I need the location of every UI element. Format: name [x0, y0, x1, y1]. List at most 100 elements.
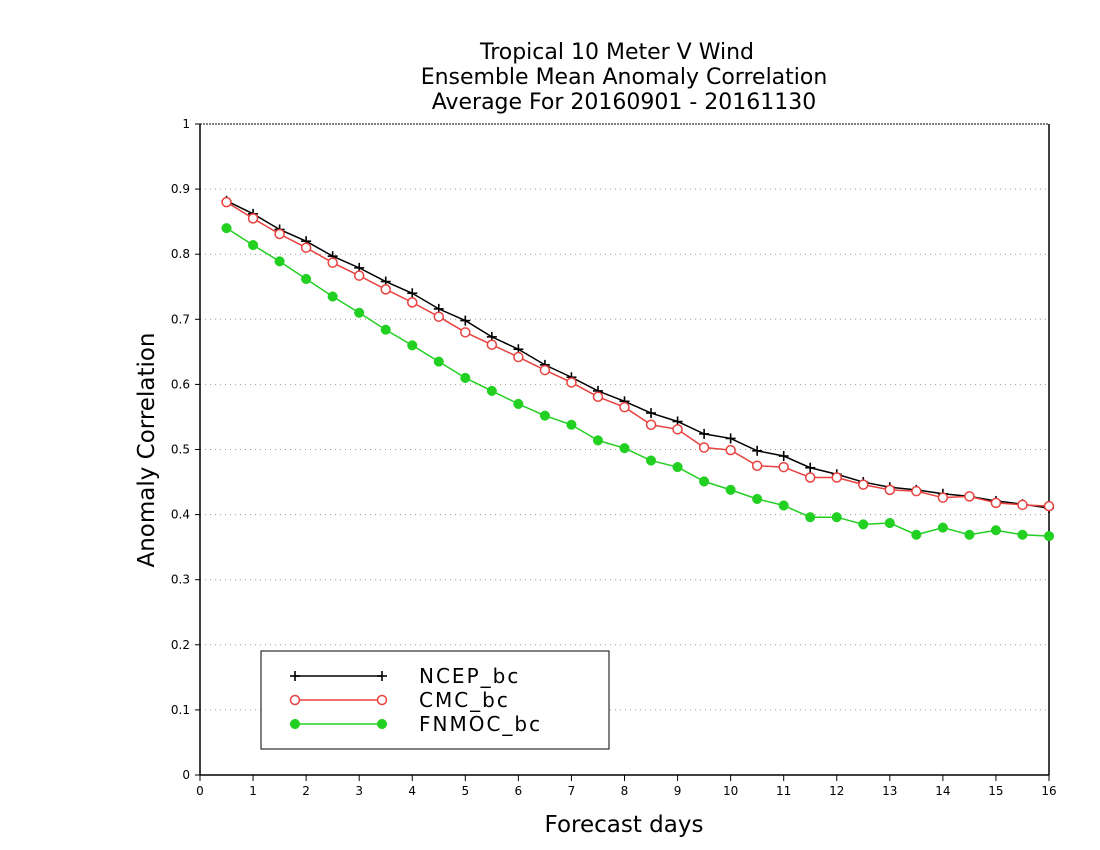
- x-tick-label: 14: [935, 784, 950, 798]
- data-point: [433, 356, 444, 367]
- data-point: [274, 256, 285, 267]
- legend-label: NCEP_bc: [419, 664, 520, 688]
- y-tick-label: 0.9: [171, 182, 190, 196]
- data-point: [353, 270, 365, 281]
- data-point: [1017, 499, 1028, 511]
- data-point: [539, 410, 550, 421]
- y-tick-label: 0.1: [171, 703, 190, 717]
- data-point: [858, 519, 869, 530]
- x-tick-label: 16: [1041, 784, 1056, 798]
- x-tick-label: 1: [249, 784, 257, 798]
- y-tick-label: 0.5: [171, 443, 190, 457]
- title-line-3: Average For 20160901 - 20161130: [432, 90, 817, 115]
- data-point: [248, 240, 259, 251]
- data-point: [592, 435, 604, 446]
- data-point: [937, 522, 948, 533]
- x-tick-label: 11: [776, 784, 791, 798]
- data-point: [884, 518, 895, 529]
- title-line-2: Ensemble Mean Anomaly Correlation: [421, 65, 828, 90]
- y-tick-label: 0.7: [171, 312, 190, 326]
- legend-entry: FNMOC_bc: [289, 712, 542, 736]
- data-point: [460, 327, 471, 338]
- data-point: [301, 273, 312, 284]
- x-tick-label: 10: [723, 784, 738, 798]
- data-point: [566, 377, 577, 388]
- data-point: [247, 213, 259, 224]
- data-point: [672, 462, 683, 473]
- data-point: [380, 324, 391, 335]
- x-tick-label: 8: [621, 784, 629, 798]
- data-point: [778, 461, 789, 473]
- data-point: [990, 525, 1001, 536]
- data-point: [513, 398, 524, 409]
- x-tick-label: 5: [461, 784, 469, 798]
- data-point: [937, 492, 949, 503]
- x-tick-label: 15: [988, 784, 1003, 798]
- legend-swatch-marker: [376, 718, 388, 730]
- data-point: [751, 460, 763, 472]
- y-tick-label: 1: [182, 117, 190, 131]
- chart-title: Tropical 10 Meter V Wind Ensemble Mean A…: [421, 40, 828, 115]
- data-point: [513, 351, 524, 363]
- legend-swatch-marker: [290, 671, 300, 681]
- data-point: [460, 315, 471, 326]
- series-layer: [221, 195, 1055, 542]
- legend-entry: NCEP_bc: [290, 664, 520, 688]
- data-point: [486, 339, 498, 350]
- axes: 00.10.20.30.40.50.60.70.80.910 1 2 3 4 5 6 7 8 9 1…: [171, 117, 1057, 798]
- series-ncep-bc: [221, 195, 1054, 514]
- x-tick-label: 13: [882, 784, 897, 798]
- x-tick-label: 0: [196, 784, 204, 798]
- x-tick-label: 9: [674, 784, 682, 798]
- data-point: [327, 257, 338, 268]
- data-point: [964, 491, 975, 502]
- x-tick-label: 7: [568, 784, 576, 798]
- data-point: [831, 472, 842, 483]
- data-point: [1043, 500, 1055, 512]
- data-point: [725, 444, 736, 456]
- data-point: [300, 242, 312, 253]
- y-tick-label: 0.4: [171, 508, 190, 522]
- data-point: [486, 385, 497, 396]
- data-point: [407, 288, 418, 299]
- data-point: [619, 401, 630, 413]
- data-point: [380, 284, 391, 295]
- data-point: [646, 408, 657, 419]
- data-point: [805, 512, 816, 523]
- data-point: [645, 455, 657, 466]
- y-tick-label: 0.6: [171, 377, 190, 391]
- data-point: [433, 311, 445, 322]
- data-point: [725, 433, 736, 444]
- y-tick-label: 0.3: [171, 573, 190, 587]
- data-point: [1017, 529, 1028, 540]
- data-point: [858, 479, 869, 490]
- data-point: [274, 228, 285, 240]
- legend-label: FNMOC_bc: [419, 712, 542, 736]
- x-axis-title: Forecast days: [545, 812, 704, 838]
- data-point: [327, 291, 338, 302]
- series-cmc-bc: [221, 196, 1055, 512]
- data-point: [725, 484, 736, 495]
- legend-label: CMC_bc: [419, 688, 510, 712]
- data-point: [592, 391, 604, 403]
- x-tick-label: 2: [302, 784, 310, 798]
- data-point: [911, 485, 922, 497]
- data-point: [778, 500, 789, 511]
- legend-swatch-marker: [376, 694, 388, 706]
- data-point: [672, 424, 683, 435]
- data-point: [619, 443, 630, 454]
- data-point: [460, 372, 471, 383]
- legend-swatch-marker: [289, 694, 301, 706]
- data-point: [221, 223, 232, 234]
- x-tick-label: 4: [408, 784, 416, 798]
- data-point: [407, 297, 418, 308]
- y-tick-label: 0: [182, 768, 190, 782]
- data-point: [699, 428, 710, 439]
- data-point: [752, 493, 763, 505]
- data-point: [221, 196, 232, 208]
- title-line-1: Tropical 10 Meter V Wind: [479, 40, 754, 65]
- x-tick-label: 3: [355, 784, 363, 798]
